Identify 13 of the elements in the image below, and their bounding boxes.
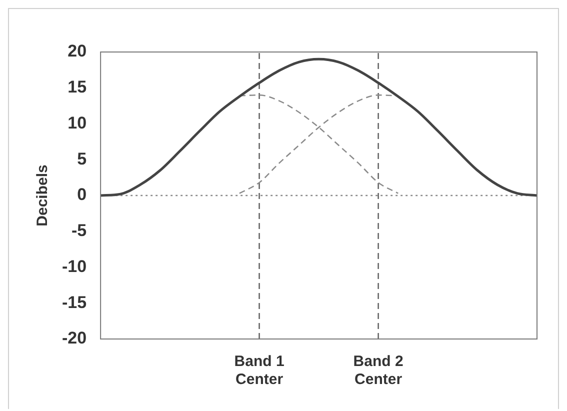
y-tick-label: 20: [68, 42, 87, 61]
y-tick-label: 0: [77, 185, 87, 204]
y-axis-title: Decibels: [34, 164, 52, 226]
y-tick-label: 10: [68, 113, 87, 132]
y-tick-label: 15: [68, 78, 87, 97]
y-tick-label: 5: [77, 149, 87, 168]
y-tick-label: -15: [62, 292, 87, 312]
x-tick-label: Band 2 Center: [353, 353, 404, 388]
line-series: [99, 58, 538, 197]
y-tick-label: -10: [62, 256, 87, 276]
x-tick-label: Band 1 Center: [234, 353, 284, 388]
y-tick-label: -20: [62, 328, 87, 348]
y-tick-label: -5: [71, 221, 87, 240]
